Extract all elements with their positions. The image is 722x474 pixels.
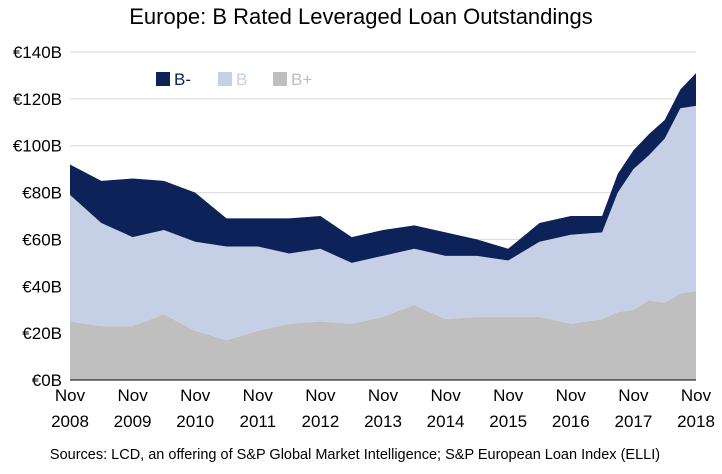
x-tick-year: 2015	[489, 412, 527, 431]
x-tick-year: 2016	[552, 412, 590, 431]
legend-label: B+	[291, 70, 312, 89]
source-note: Sources: LCD, an offering of S&P Global …	[50, 447, 660, 463]
x-tick-year: 2013	[364, 412, 402, 431]
x-tick-year: 2017	[614, 412, 652, 431]
legend-swatch	[273, 72, 287, 86]
x-tick-month: Nov	[556, 386, 587, 405]
x-tick-year: 2018	[677, 412, 715, 431]
x-tick-month: Nov	[368, 386, 399, 405]
x-tick-year: 2012	[301, 412, 339, 431]
x-axis-ticks: Nov 2008 Nov 2009 Nov 2010 Nov 2011 Nov 2012 Nov 20…	[51, 386, 715, 431]
y-tick-label: €140B	[13, 43, 62, 62]
y-tick-label: €100B	[13, 137, 62, 156]
legend-label: B	[236, 70, 247, 89]
y-tick-label: €80B	[22, 184, 62, 203]
x-tick-year: 2010	[176, 412, 214, 431]
plot-areas	[70, 73, 696, 380]
y-axis-ticks: €0B €20B €40B €60B €80B €100B €120B €140B	[13, 43, 62, 390]
y-tick-label: €40B	[22, 277, 62, 296]
x-tick-month: Nov	[430, 386, 461, 405]
x-tick-month: Nov	[305, 386, 336, 405]
x-tick-year: 2009	[114, 412, 152, 431]
x-tick-year: 2008	[51, 412, 89, 431]
y-tick-label: €0B	[32, 371, 62, 390]
x-tick-month: Nov	[55, 386, 86, 405]
chart-title: Europe: B Rated Leveraged Loan Outstandi…	[129, 4, 593, 29]
x-tick-year: 2014	[427, 412, 465, 431]
x-tick-month: Nov	[117, 386, 148, 405]
legend: B- B B+	[156, 70, 312, 89]
legend-swatch	[218, 72, 232, 86]
x-tick-month: Nov	[243, 386, 274, 405]
x-tick-month: Nov	[681, 386, 712, 405]
legend-label: B-	[174, 70, 191, 89]
area-series-bplus	[70, 290, 696, 380]
legend-swatch	[156, 72, 170, 86]
x-tick-month: Nov	[618, 386, 649, 405]
area-series-b	[70, 105, 696, 341]
y-tick-label: €20B	[22, 324, 62, 343]
x-tick-month: Nov	[180, 386, 211, 405]
x-tick-month: Nov	[493, 386, 524, 405]
x-tick-year: 2011	[240, 412, 277, 431]
y-tick-label: €60B	[22, 230, 62, 249]
y-tick-label: €120B	[13, 90, 62, 109]
